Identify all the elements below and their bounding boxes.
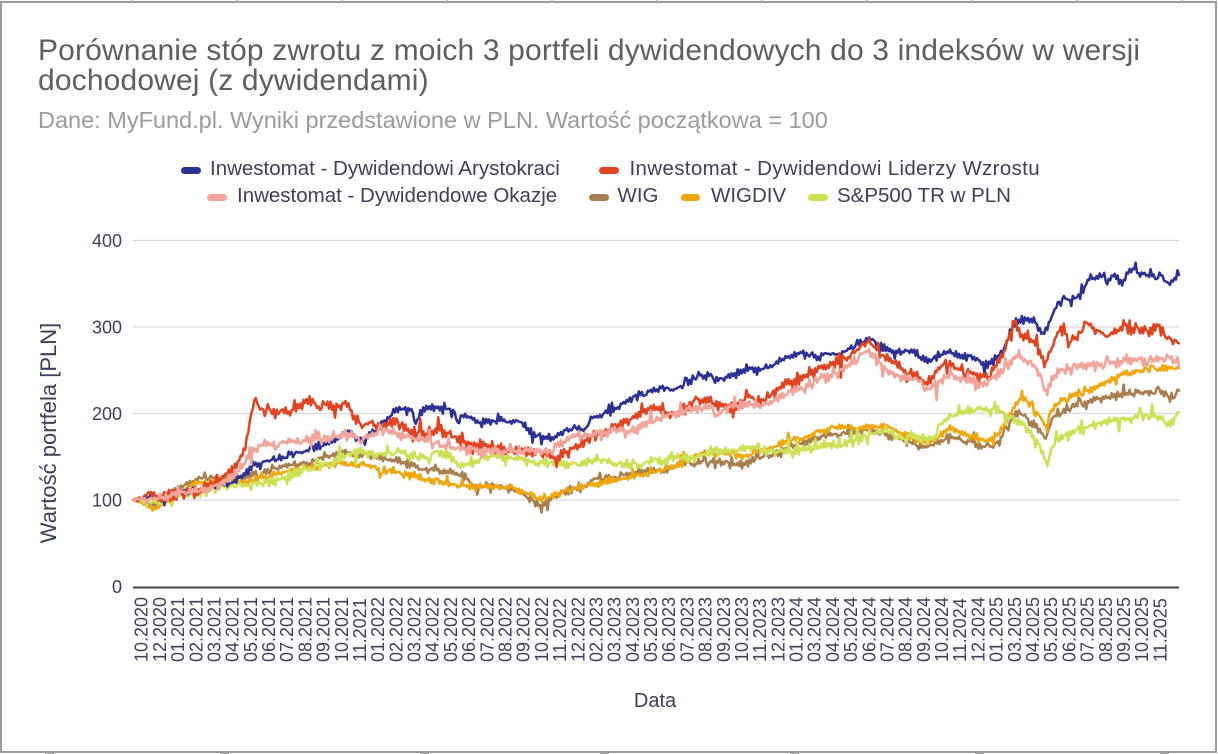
svg-text:10.2020: 10.2020 bbox=[132, 597, 152, 662]
svg-text:04.2023: 04.2023 bbox=[623, 597, 643, 662]
svg-text:09.2023: 09.2023 bbox=[714, 597, 734, 662]
svg-text:05.2025: 05.2025 bbox=[1041, 597, 1061, 662]
svg-text:03.2022: 03.2022 bbox=[405, 597, 425, 662]
svg-text:09.2024: 09.2024 bbox=[914, 597, 934, 662]
svg-text:06.2023: 06.2023 bbox=[659, 597, 679, 662]
svg-text:07.2022: 07.2022 bbox=[477, 597, 497, 662]
svg-text:02.2021: 02.2021 bbox=[186, 597, 206, 662]
svg-text:10.2025: 10.2025 bbox=[1132, 597, 1152, 662]
svg-text:11.2024: 11.2024 bbox=[950, 598, 970, 662]
svg-text:01.2021: 01.2021 bbox=[168, 597, 188, 662]
svg-text:08.2023: 08.2023 bbox=[696, 597, 716, 662]
svg-text:09.2021: 09.2021 bbox=[314, 597, 334, 662]
svg-text:08.2024: 08.2024 bbox=[896, 597, 916, 662]
svg-text:06.2024: 06.2024 bbox=[859, 597, 879, 662]
svg-text:05.2022: 05.2022 bbox=[441, 597, 461, 662]
svg-text:07.2021: 07.2021 bbox=[277, 597, 297, 662]
svg-text:100: 100 bbox=[92, 491, 122, 511]
svg-text:06.2025: 06.2025 bbox=[1059, 597, 1079, 662]
svg-text:01.2024: 01.2024 bbox=[787, 597, 807, 662]
svg-text:08.2022: 08.2022 bbox=[496, 597, 516, 662]
svg-text:03.2025: 03.2025 bbox=[1005, 597, 1025, 662]
svg-text:12.2022: 12.2022 bbox=[568, 597, 588, 662]
svg-text:03.2021: 03.2021 bbox=[205, 597, 225, 662]
svg-text:08.2021: 08.2021 bbox=[295, 597, 315, 662]
svg-text:05.2021: 05.2021 bbox=[241, 597, 261, 662]
svg-text:03.2024: 03.2024 bbox=[805, 597, 825, 662]
svg-text:01.2025: 01.2025 bbox=[987, 597, 1007, 662]
svg-text:05.2024: 05.2024 bbox=[841, 597, 861, 662]
svg-text:07.2023: 07.2023 bbox=[677, 597, 697, 662]
svg-text:07.2025: 07.2025 bbox=[1078, 597, 1098, 662]
svg-text:400: 400 bbox=[92, 231, 122, 251]
svg-text:04.2021: 04.2021 bbox=[223, 597, 243, 662]
svg-text:12.2020: 12.2020 bbox=[150, 597, 170, 662]
svg-text:03.2023: 03.2023 bbox=[605, 597, 625, 662]
svg-text:12.2023: 12.2023 bbox=[768, 597, 788, 662]
svg-text:06.2021: 06.2021 bbox=[259, 597, 279, 662]
svg-text:06.2022: 06.2022 bbox=[459, 597, 479, 662]
svg-text:02.2023: 02.2023 bbox=[587, 597, 607, 662]
svg-text:0: 0 bbox=[112, 577, 122, 597]
svg-text:08.2025: 08.2025 bbox=[1096, 597, 1116, 662]
svg-text:11.2023: 11.2023 bbox=[750, 598, 770, 662]
svg-text:01.2022: 01.2022 bbox=[368, 597, 388, 662]
svg-text:10.2023: 10.2023 bbox=[732, 597, 752, 662]
svg-text:04.2024: 04.2024 bbox=[823, 597, 843, 662]
svg-text:11.2022: 11.2022 bbox=[550, 598, 570, 662]
svg-text:11.2021: 11.2021 bbox=[350, 598, 370, 662]
svg-text:02.2022: 02.2022 bbox=[386, 597, 406, 662]
svg-text:04.2022: 04.2022 bbox=[423, 597, 443, 662]
svg-text:05.2023: 05.2023 bbox=[641, 597, 661, 662]
svg-text:11.2025: 11.2025 bbox=[1150, 598, 1170, 662]
svg-text:07.2024: 07.2024 bbox=[878, 597, 898, 662]
svg-text:12.2024: 12.2024 bbox=[968, 597, 988, 662]
svg-text:10.2021: 10.2021 bbox=[332, 597, 352, 662]
svg-text:10.2024: 10.2024 bbox=[932, 597, 952, 662]
svg-text:09.2025: 09.2025 bbox=[1114, 597, 1134, 662]
svg-text:300: 300 bbox=[92, 318, 122, 338]
svg-text:09.2022: 09.2022 bbox=[514, 597, 534, 662]
svg-text:04.2025: 04.2025 bbox=[1023, 597, 1043, 662]
svg-text:200: 200 bbox=[92, 404, 122, 424]
svg-text:10.2022: 10.2022 bbox=[532, 597, 552, 662]
